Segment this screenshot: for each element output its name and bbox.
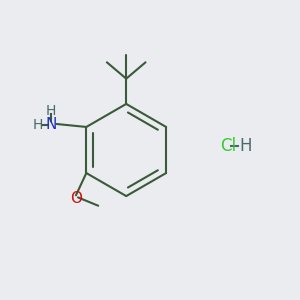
- Text: H: H: [33, 118, 44, 132]
- Text: H: H: [46, 103, 56, 118]
- Text: N: N: [46, 117, 57, 132]
- Text: H: H: [239, 136, 252, 154]
- Text: O: O: [70, 191, 82, 206]
- Text: Cl: Cl: [220, 136, 236, 154]
